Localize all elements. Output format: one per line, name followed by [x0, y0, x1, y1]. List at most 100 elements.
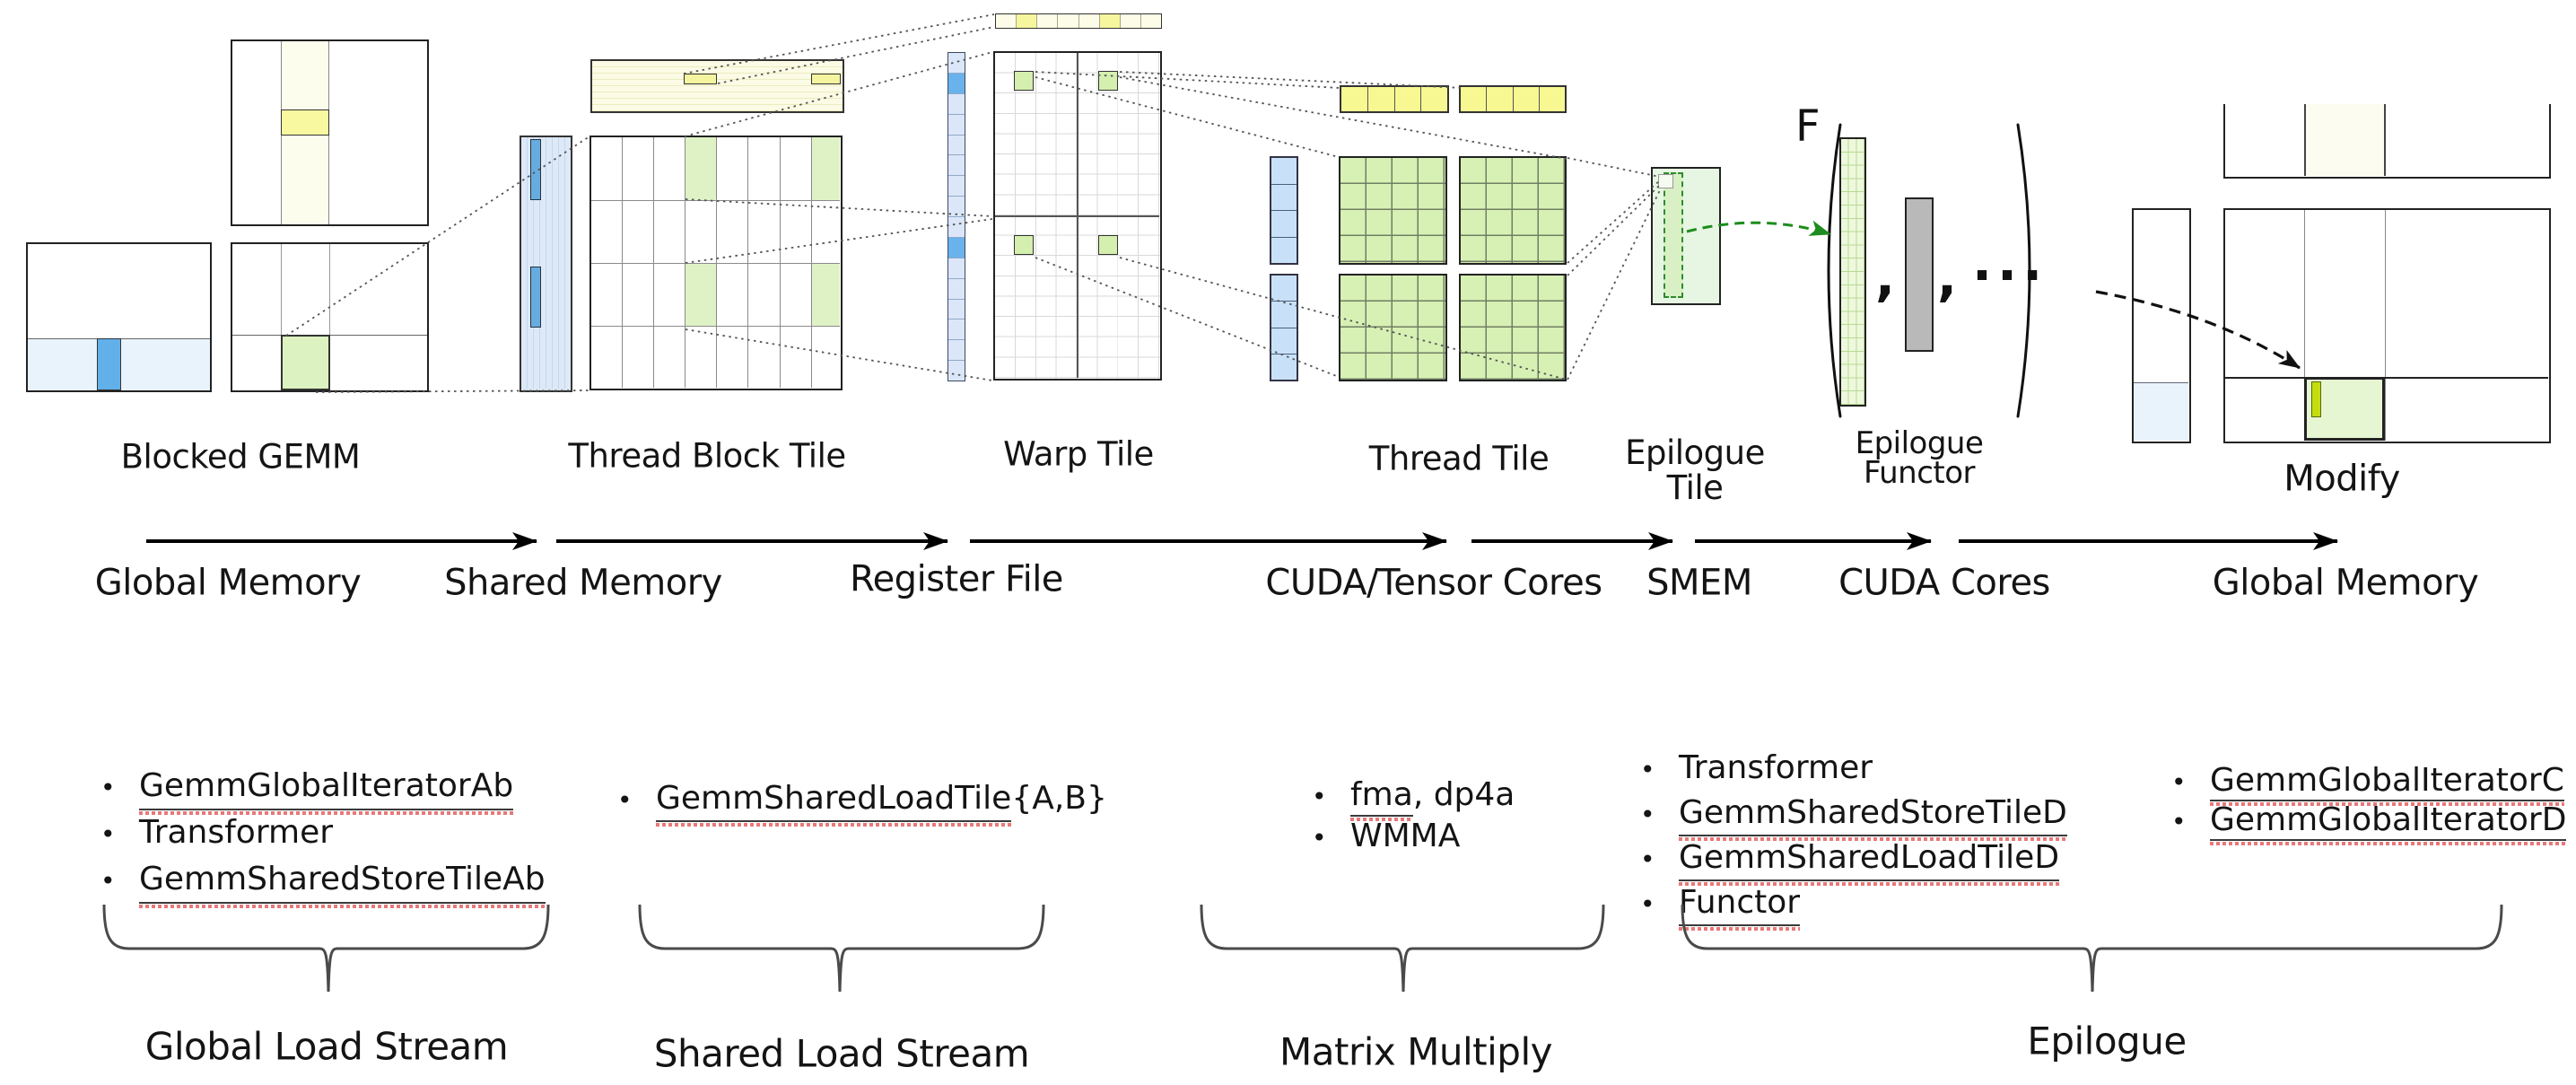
warp-accumulator-grid: [993, 51, 1162, 381]
strip-cell: [1271, 158, 1297, 185]
epilogue-column-strip: [1663, 172, 1683, 298]
list-item-text: Transformer: [139, 814, 334, 851]
epilogue-tile-rect: [1651, 167, 1721, 305]
strip-cell: [948, 135, 965, 156]
component-list-epilogue-global: • GemmGlobalIteratorC • GemmGlobalIterator…: [2171, 762, 2567, 845]
strip-cell: [948, 93, 965, 115]
thread-a-strip-1: [1270, 156, 1298, 265]
modify-c-vline: [2385, 210, 2386, 441]
strip-cell: [948, 114, 965, 136]
modify-c-hline: [2225, 377, 2548, 379]
stage-label-epilogue-tile: Epilogue Tile: [1625, 435, 1765, 505]
modify-b-band: [2304, 104, 2384, 176]
thread-b-strip-1: [1340, 85, 1449, 113]
strip-cell: [996, 14, 1017, 28]
list-item-text: GemmGlobalIteratorC: [2210, 762, 2564, 806]
stream-label-shared-load: Shared Load Stream: [653, 1031, 1030, 1076]
strip-cell: [948, 53, 965, 74]
modify-a-blue-cell: [2134, 382, 2188, 441]
stage-label-epilogue-functor: Epilogue Functor: [1856, 428, 1984, 488]
stream-label-epilogue: Epilogue: [2027, 1019, 2187, 1063]
blockedgemm-a-matrix: [26, 242, 212, 392]
flow-label-global-memory-1: Global Memory: [94, 562, 362, 604]
bullet-icon: •: [100, 773, 116, 802]
tbt-vline: [622, 137, 623, 388]
tbt-green-cell: [685, 263, 716, 326]
flow-label-global-memory-2: Global Memory: [2212, 562, 2479, 604]
list-item: • GemmSharedLoadTileD: [1640, 836, 2067, 886]
thread-b-strip-2: [1459, 85, 1567, 113]
strip-cell: [948, 237, 965, 258]
strip-cell: [948, 361, 965, 381]
tbt-hline: [591, 326, 840, 327]
tbt-green-cell: [685, 137, 716, 200]
bullet-icon: •: [1640, 800, 1655, 829]
strip-cell: [948, 258, 965, 279]
bullet-icon: •: [100, 866, 116, 896]
warp-mid-hline: [995, 215, 1159, 217]
warp-b-strip: [995, 13, 1162, 29]
modify-b-matrix-clipped: [2223, 104, 2551, 179]
warp-green-cell: [1098, 235, 1118, 255]
bullet-icon: •: [1312, 782, 1327, 811]
list-item: • Functor: [1640, 881, 2067, 931]
functor-comma-1: ,: [1875, 247, 1896, 308]
functor-arg-green-strip: [1839, 137, 1866, 407]
c-highlight-tile: [281, 335, 330, 390]
list-item-text: {A,B}: [1011, 780, 1107, 817]
list-item-text: Functor: [1679, 881, 1801, 931]
list-item-text: fma: [1350, 775, 1413, 821]
flow-label-cuda-tensor-cores: CUDA/Tensor Cores: [1265, 562, 1602, 604]
brace-matrix-multiply: [1200, 904, 1605, 993]
list-item: • GemmSharedLoadTile {A,B}: [617, 777, 1107, 827]
list-item-text: GemmSharedStoreTileAb: [139, 857, 546, 908]
list-item-text: GemmSharedLoadTileD: [1679, 836, 2060, 886]
functor-f-symbol: F: [1795, 101, 1821, 152]
epilogue-tile-label-line2: Tile: [1666, 468, 1724, 507]
strip-cell: [1271, 276, 1297, 302]
strip-cell: [948, 73, 965, 94]
tbt-b-fragment-2: [811, 74, 841, 84]
stage-label-blocked-gemm: Blocked GEMM: [120, 437, 361, 477]
list-item-text: , dp4a: [1412, 776, 1515, 813]
tbt-accumulator-grid: [589, 136, 843, 390]
stage-label-modify: Modify: [2283, 458, 2400, 500]
strip-cell: [1513, 87, 1540, 111]
thread-accumulator-grid: [1339, 156, 1447, 265]
a-highlight-tile: [97, 338, 121, 390]
list-item: • Transformer: [100, 810, 546, 857]
list-item: • GemmSharedStoreTileD: [1640, 792, 2067, 841]
epilogue-fragment-square: [1658, 174, 1673, 188]
flow-label-cuda-cores: CUDA Cores: [1838, 562, 2050, 604]
stage-label-warp-tile: Warp Tile: [1003, 434, 1154, 474]
functor-arg-gray-rect: [1905, 197, 1934, 352]
tbt-green-cell: [811, 137, 840, 200]
bullet-icon: •: [1640, 755, 1655, 784]
strip-cell: [948, 217, 965, 238]
bullet-icon: •: [1640, 844, 1655, 874]
tbt-shared-b-bar: [590, 59, 844, 113]
strip-cell: [948, 176, 965, 197]
strip-cell: [1120, 14, 1141, 28]
flow-label-shared-memory: Shared Memory: [444, 562, 722, 604]
strip-cell: [1099, 14, 1121, 28]
strip-cell: [1271, 354, 1297, 380]
thread-a-strip-2: [1270, 274, 1298, 381]
strip-cell: [1271, 302, 1297, 328]
blockedgemm-b-matrix: [231, 39, 429, 226]
b-highlight-tile: [281, 109, 329, 136]
bullet-icon: •: [100, 819, 116, 849]
modify-a-matrix-clipped: [2132, 208, 2191, 443]
strip-cell: [948, 340, 965, 362]
component-list-shared-load: • GemmSharedLoadTile {A,B}: [617, 777, 1107, 827]
strip-cell: [1271, 211, 1297, 238]
tbt-green-cell: [811, 263, 840, 326]
component-list-global-load: • GemmGlobalIteratorAb • Transformer • Gemm…: [100, 764, 546, 908]
stream-braces: [102, 904, 2503, 993]
bullet-icon: •: [617, 785, 633, 815]
strip-cell: [1367, 87, 1395, 111]
list-item: • Transformer: [1640, 747, 2067, 792]
brace-global-load-stream: [102, 904, 550, 993]
stage-label-thread-block-tile: Thread Block Tile: [568, 436, 846, 476]
